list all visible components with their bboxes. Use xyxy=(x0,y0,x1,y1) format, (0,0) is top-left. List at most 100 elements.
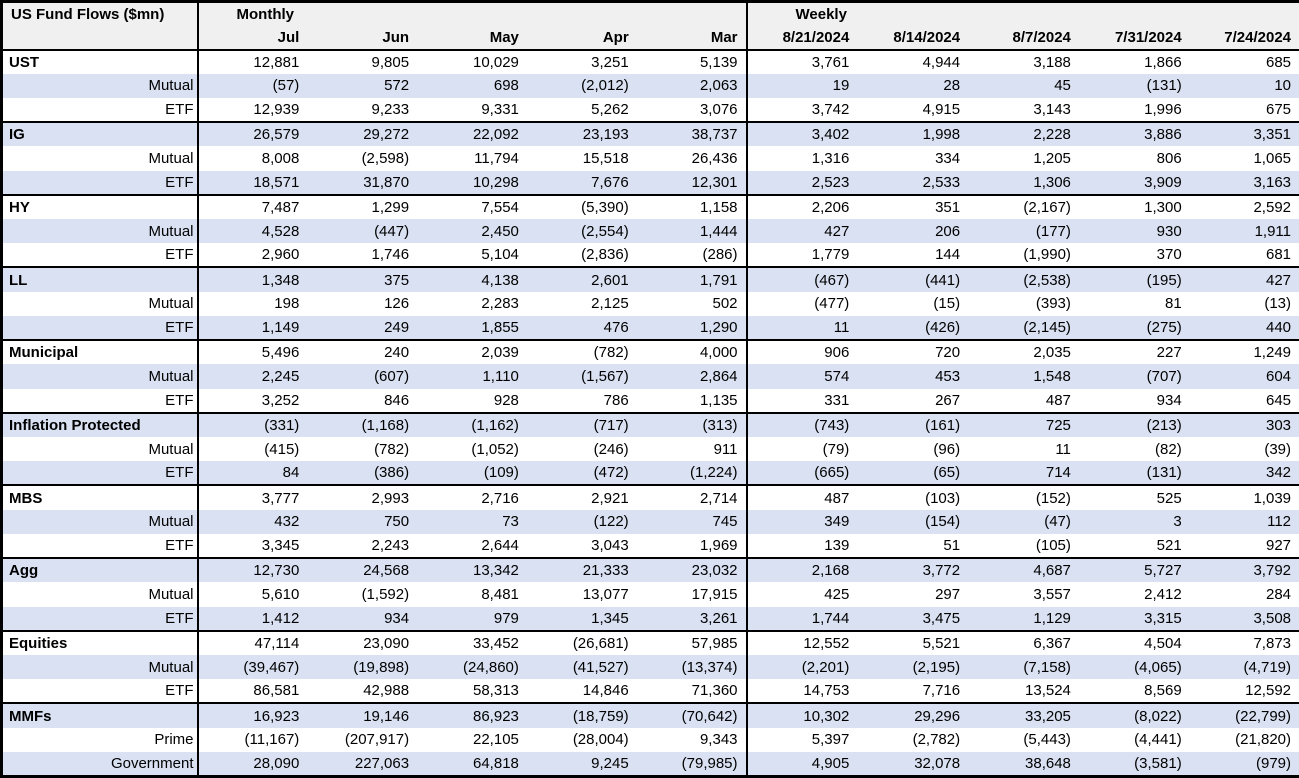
monthly-cell: (246) xyxy=(593,440,629,458)
row-label: MMFs xyxy=(1,702,199,728)
weekly-cell: 3,792 xyxy=(1189,557,1299,583)
monthly-cell: 3,076 xyxy=(636,97,748,123)
monthly-cell: 58,313 xyxy=(473,682,519,700)
monthly-cell: 227,063 xyxy=(354,754,410,772)
table-row: ETF 86,581 42,988 58,313 14,846 71,360 1… xyxy=(1,679,1299,704)
weekly-cell: 3,188 xyxy=(968,48,1079,74)
monthly-cell: 13,077 xyxy=(582,585,629,603)
monthly-cell: 2,601 xyxy=(526,266,637,292)
monthly-cell: (207,917) xyxy=(344,731,410,749)
monthly-cell: (1,162) xyxy=(417,411,527,437)
weekly-cell: 3,742 xyxy=(811,101,850,119)
monthly-cell: 28,090 xyxy=(253,754,300,772)
monthly-cell: 73 xyxy=(502,513,519,531)
monthly-cell: 476 xyxy=(603,319,629,337)
weekly-cell: (131) xyxy=(1146,77,1182,95)
weekly-cell: 806 xyxy=(1156,149,1182,167)
table-row: ETF 12,939 9,233 9,331 5,262 3,076 3,742… xyxy=(1,97,1299,123)
weekly-cell: 12,592 xyxy=(1245,682,1292,700)
weekly-cell: (65) xyxy=(933,464,961,482)
weekly-cell: 4,944 xyxy=(857,48,969,74)
monthly-cell: 71,360 xyxy=(636,679,748,704)
monthly-section-header: Monthly xyxy=(197,1,748,26)
table-row: Inflation Protected (331) (1,168) (1,162… xyxy=(1,411,1299,437)
weekly-cell: 604 xyxy=(1265,367,1292,385)
weekly-cell: (2,195) xyxy=(912,658,961,676)
monthly-cell: (2,554) xyxy=(581,222,629,240)
weekly-cell: (665) xyxy=(814,464,850,482)
weekly-cell: (426) xyxy=(925,319,961,337)
monthly-cell: 29,272 xyxy=(307,121,418,147)
weekly-cell: 4,905 xyxy=(811,754,850,772)
monthly-cell: (13,374) xyxy=(636,654,748,680)
monthly-cell: 928 xyxy=(493,391,519,409)
weekly-cell: (82) xyxy=(1155,440,1182,458)
monthly-cell: (386) xyxy=(374,464,410,482)
monthly-cell: (1,592) xyxy=(361,585,410,603)
weekly-cell: (177) xyxy=(1035,222,1071,240)
monthly-cell: (472) xyxy=(593,464,629,482)
weekly-cell: 1,548 xyxy=(1033,367,1071,385)
weekly-cell: 453 xyxy=(935,367,961,385)
weekly-cell: 3,402 xyxy=(746,121,858,147)
weekly-cell: 930 xyxy=(1156,222,1182,240)
weekly-cell: 3,351 xyxy=(1189,121,1299,147)
weekly-cell: 370 xyxy=(1156,246,1182,264)
monthly-cell: 745 xyxy=(636,509,748,534)
weekly-cell: 7,873 xyxy=(1189,629,1299,655)
weekly-cell: 3,909 xyxy=(1144,173,1182,191)
weekly-cell: 934 xyxy=(1156,391,1182,409)
monthly-cell: 2,714 xyxy=(636,484,748,510)
table-row: ETF 1,149 249 1,855 476 1,290 11 (426) (… xyxy=(1,315,1299,341)
weekly-cell: (275) xyxy=(1146,319,1182,337)
monthly-column-header: Jun xyxy=(307,25,418,51)
monthly-cell: (1,224) xyxy=(636,461,748,486)
monthly-cell: 12,730 xyxy=(197,557,308,583)
monthly-cell: 9,343 xyxy=(636,727,748,752)
monthly-cell: 23,032 xyxy=(636,557,748,583)
monthly-cell: 12,881 xyxy=(197,48,308,74)
monthly-cell: 18,571 xyxy=(253,173,300,191)
monthly-cell: 86,581 xyxy=(253,682,300,700)
weekly-cell: 2,523 xyxy=(811,173,850,191)
weekly-cell: 3,557 xyxy=(1033,585,1071,603)
weekly-cell: 3,772 xyxy=(857,557,969,583)
weekly-cell: (131) xyxy=(1146,464,1182,482)
monthly-cell: (2,836) xyxy=(581,246,629,264)
weekly-cell: (2,145) xyxy=(1023,319,1071,337)
monthly-cell: 5,610 xyxy=(261,585,300,603)
weekly-cell: 2,592 xyxy=(1189,193,1299,220)
row-label: Prime xyxy=(1,727,199,752)
monthly-cell: 698 xyxy=(493,77,519,95)
weekly-cell: (2,167) xyxy=(968,193,1079,220)
weekly-cell: 112 xyxy=(1267,513,1292,531)
weekly-cell: (105) xyxy=(1035,536,1071,554)
weekly-cell: 349 xyxy=(824,513,850,531)
monthly-cell: 2,864 xyxy=(636,364,748,389)
header-row-dates: Jul Jun May Apr Mar 8/21/2024 8/14/2024 … xyxy=(2,25,1299,51)
weekly-cell: 645 xyxy=(1265,391,1292,409)
monthly-cell: 5,262 xyxy=(591,101,629,119)
monthly-column-header: May xyxy=(417,25,527,51)
weekly-cell: 714 xyxy=(1045,464,1071,482)
table-row: Mutual 432 750 73 (122) 745 349 (154) (4… xyxy=(1,509,1299,534)
monthly-cell: (447) xyxy=(374,222,410,240)
weekly-cell: 1,744 xyxy=(811,609,850,627)
weekly-cell: 3 xyxy=(1173,513,1182,531)
monthly-cell: 240 xyxy=(307,339,418,365)
row-label: ETF xyxy=(1,533,199,559)
monthly-cell: 1,110 xyxy=(482,367,519,385)
weekly-column-header: 8/21/2024 xyxy=(746,25,858,51)
monthly-cell: 2,243 xyxy=(371,536,410,554)
weekly-cell: 81 xyxy=(1165,295,1182,313)
weekly-cell: 1,306 xyxy=(1033,173,1071,191)
table-row: ETF 1,412 934 979 1,345 3,261 1,744 3,47… xyxy=(1,606,1299,631)
monthly-cell: (122) xyxy=(593,513,629,531)
monthly-cell: 1,969 xyxy=(636,533,748,559)
weekly-cell: 4,504 xyxy=(1078,629,1190,655)
weekly-cell: (96) xyxy=(933,440,961,458)
weekly-cell: 427 xyxy=(1189,266,1299,292)
weekly-cell: (22,799) xyxy=(1189,702,1299,728)
monthly-cell: (2,598) xyxy=(361,149,410,167)
weekly-cell: (39) xyxy=(1264,440,1292,458)
